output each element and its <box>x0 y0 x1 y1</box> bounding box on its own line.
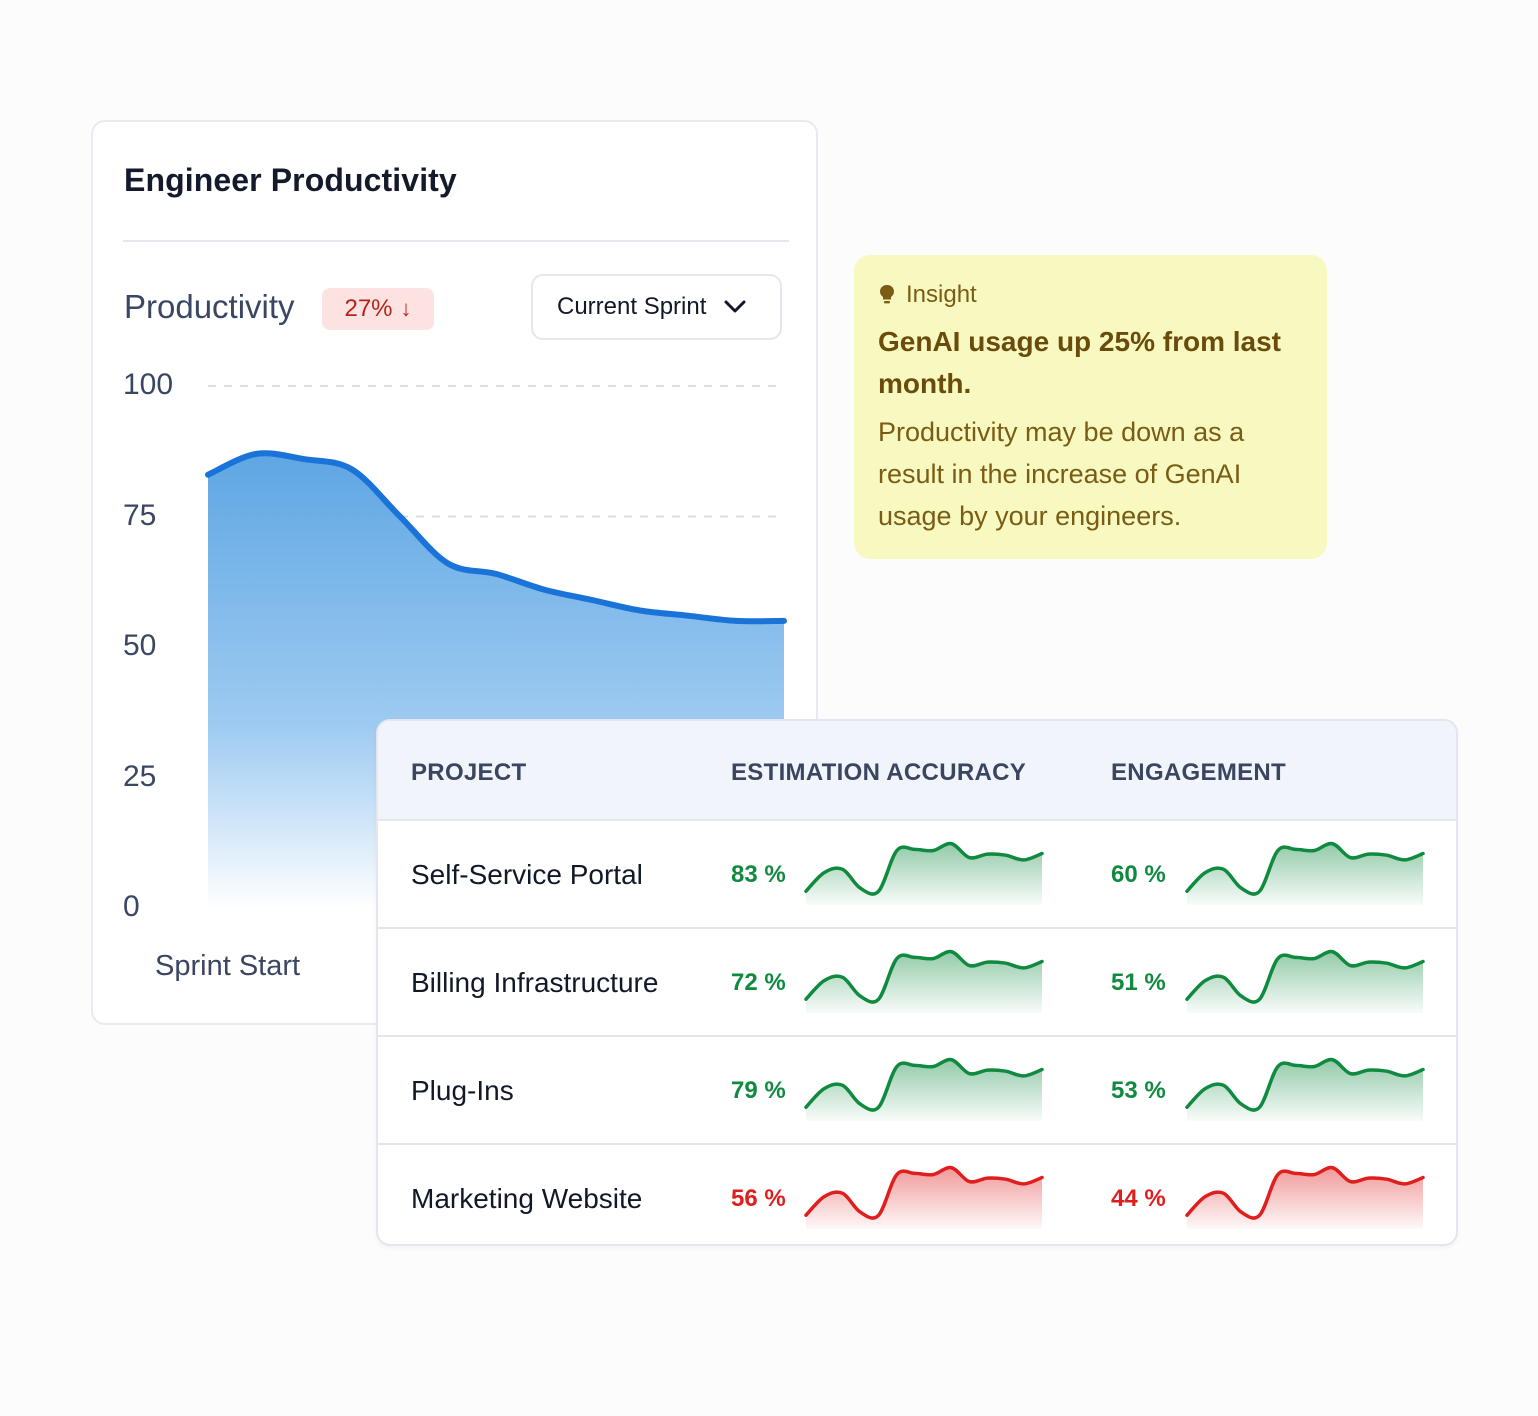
y-tick-label: 100 <box>123 368 174 401</box>
estimation-accuracy-value: 83 % <box>731 861 786 888</box>
sparkline-good <box>1185 841 1425 905</box>
sparkline-line <box>1185 949 1425 1004</box>
x-tick-label: Sprint Start <box>155 950 301 982</box>
card-title: Engineer Productivity <box>124 162 457 198</box>
project-name: Marketing Website <box>411 1183 643 1214</box>
project-name: Self-Service Portal <box>411 859 643 890</box>
sparkline-area <box>806 1059 1042 1121</box>
sparkline-line <box>1185 1165 1425 1220</box>
sparkline-line <box>1185 841 1425 896</box>
y-tick-label: 75 <box>123 498 157 532</box>
sparkline-area <box>1187 1167 1423 1229</box>
estimation-accuracy-value: 79 % <box>731 1077 786 1104</box>
sparkline-bad <box>1185 1165 1425 1229</box>
sparkline-bad <box>804 1165 1044 1229</box>
chevron-down-icon <box>724 300 746 313</box>
project-name: Billing Infrastructure <box>411 967 659 998</box>
insight-callout: Insight GenAI usage up 25% from last mon… <box>854 255 1327 559</box>
sparkline-good <box>804 841 1044 905</box>
delta-badge: 27% ↓ <box>322 288 434 330</box>
sparkline-area <box>1187 1059 1423 1121</box>
table-row[interactable]: Plug-Ins 79 % 53 % <box>378 1037 1456 1145</box>
column-header-project[interactable]: PROJECT <box>411 759 527 786</box>
delta-value: 27% <box>344 295 393 322</box>
table-row[interactable]: Self-Service Portal 83 % 60 % <box>378 821 1456 929</box>
sprint-range-select[interactable]: Current Sprint <box>531 274 782 340</box>
column-header-engagement[interactable]: ENGAGEMENT <box>1111 759 1287 786</box>
sparkline-good <box>1185 949 1425 1013</box>
sparkline-area <box>1187 843 1423 905</box>
engagement-value: 60 % <box>1111 861 1166 888</box>
engagement-value: 51 % <box>1111 969 1166 996</box>
divider <box>123 240 789 242</box>
sparkline-area <box>806 1167 1042 1229</box>
estimation-accuracy-value: 56 % <box>731 1185 786 1212</box>
sparkline-area <box>806 951 1042 1013</box>
sparkline-line <box>804 1057 1044 1112</box>
estimation-accuracy-value: 72 % <box>731 969 786 996</box>
sparkline-good <box>1185 1057 1425 1121</box>
table-row[interactable]: Billing Infrastructure 72 % 51 % <box>378 929 1456 1037</box>
engagement-value: 53 % <box>1111 1077 1166 1104</box>
y-tick-label: 25 <box>123 759 157 793</box>
sparkline-area <box>806 843 1042 905</box>
sparkline-good <box>804 1057 1044 1121</box>
sparkline-good <box>804 949 1044 1013</box>
insight-label-text: Insight <box>906 281 977 308</box>
lightbulb-icon <box>880 285 894 304</box>
sparkline-line <box>804 949 1044 1004</box>
projects-table: PROJECT ESTIMATION ACCURACY ENGAGEMENT S… <box>376 719 1458 1246</box>
column-header-estimation-accuracy[interactable]: ESTIMATION ACCURACY <box>731 759 1027 786</box>
range-select-value: Current Sprint <box>557 293 707 320</box>
metric-label: Productivity <box>124 288 295 325</box>
sparkline-area <box>1187 951 1423 1013</box>
engagement-value: 44 % <box>1111 1185 1166 1212</box>
y-tick-label: 50 <box>123 629 157 662</box>
table-row[interactable]: Marketing Website 56 % 44 % <box>378 1145 1456 1244</box>
arrow-down-icon: ↓ <box>400 296 412 321</box>
productivity-line <box>205 450 787 625</box>
sparkline-line <box>804 841 1044 896</box>
sparkline-line <box>804 1165 1044 1220</box>
table-header: PROJECT ESTIMATION ACCURACY ENGAGEMENT <box>378 721 1456 821</box>
y-tick-label: 0 <box>123 890 140 923</box>
insight-label: Insight <box>878 281 1303 309</box>
sparkline-line <box>1185 1057 1425 1112</box>
insight-headline: GenAI usage up 25% from last month. <box>878 326 1281 399</box>
insight-body: Productivity may be down as a result in … <box>878 417 1245 531</box>
project-name: Plug-Ins <box>411 1075 514 1106</box>
